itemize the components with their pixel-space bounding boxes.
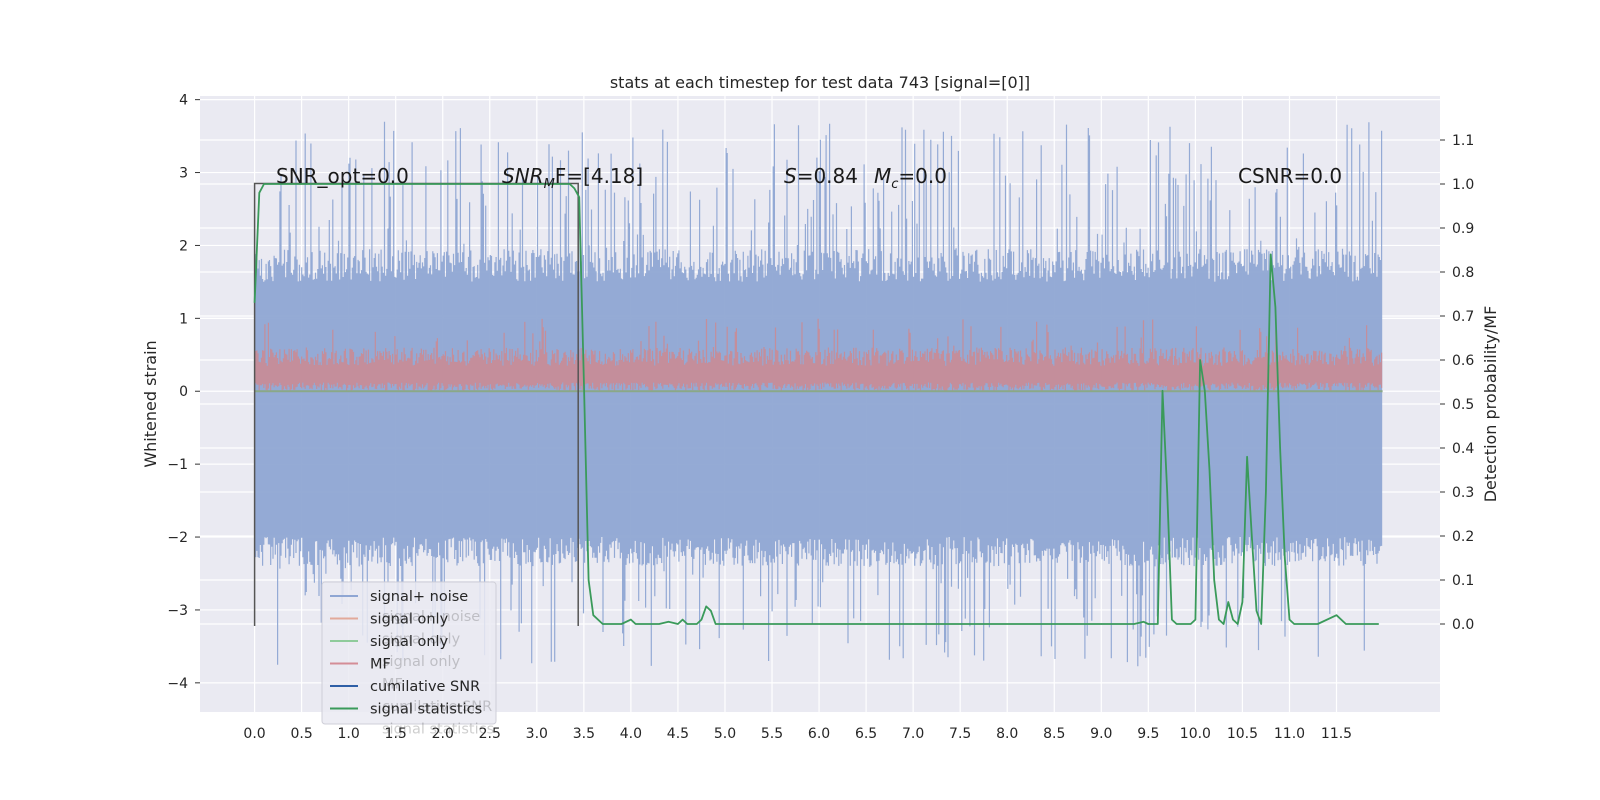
y-right-tick-label: 0.0 [1452, 617, 1474, 633]
x-tick-label: 1.5 [385, 726, 407, 742]
y-right-tick-label: 1.0 [1452, 177, 1474, 193]
series-layer [253, 121, 1383, 667]
legend-ghost-label: signal+ noise [382, 609, 480, 625]
chart-title: stats at each timestep for test data 743… [610, 73, 1030, 92]
x-tick-label: 0.0 [243, 726, 265, 742]
y-tick-label: 3 [179, 166, 188, 182]
x-tick-label: 4.0 [620, 726, 642, 742]
legend-ghost-label: signal only [382, 632, 461, 648]
y-tick-label: 4 [179, 93, 188, 109]
y-right-tick-label: 0.1 [1452, 573, 1474, 589]
annotation-snr-mf: SNRMF=[4.18] [502, 164, 643, 192]
x-tick-label: 7.0 [902, 726, 924, 742]
s-label: S [784, 164, 797, 188]
x-tick-label: 6.5 [855, 726, 877, 742]
x-tick-label: 1.0 [338, 726, 360, 742]
y-tick-label: −2 [167, 530, 188, 546]
y-tick-label: −3 [167, 603, 188, 619]
snr-mf-base: SNR [502, 164, 544, 188]
x-tick-label: 3.5 [573, 726, 595, 742]
y-right-tick-label: 0.2 [1452, 529, 1474, 545]
x-tick-label: 11.0 [1274, 726, 1305, 742]
x-tick-label: 3.0 [526, 726, 548, 742]
x-tick-label: 5.0 [714, 726, 736, 742]
mc-label: M [874, 164, 891, 188]
x-tick-label: 5.5 [761, 726, 783, 742]
legend-ghost-label: signal statistics [382, 722, 494, 738]
legend-label: signal only [370, 612, 449, 628]
y-axis-label-right: Detection probability/MF [1481, 306, 1500, 503]
x-tick-label: 7.5 [949, 726, 971, 742]
legend-label: MF [370, 657, 391, 673]
legend-ghost: signal+ noise signal only signal only MF cum… [382, 609, 494, 738]
y-axis-label: Whitened strain [141, 340, 160, 467]
y-tick-label: 0 [179, 384, 188, 400]
x-tick-label: 2.0 [432, 726, 454, 742]
x-tick-label: 10.5 [1227, 726, 1258, 742]
x-tick-label: 8.0 [996, 726, 1018, 742]
y-right-tick-label: 0.7 [1452, 309, 1474, 325]
tick-labels: 0.0 0.5 1.0 1.5 2.0 2.5 3.0 3.5 4.0 4.5 5.0 5.5 6.0 6… [167, 93, 1474, 742]
y-right-tick-label: 0.8 [1452, 265, 1474, 281]
y-tick-label: 1 [179, 311, 188, 327]
snr-mf-sub: M [544, 177, 555, 192]
y-right-tick-label: 0.4 [1452, 441, 1474, 457]
legend-label: signal+ noise [370, 589, 468, 605]
legend-ghost-label: cumilative SNR [382, 699, 492, 715]
legend-ghost-label: MF [382, 677, 403, 693]
legend-label: cumilative SNR [370, 679, 480, 695]
y-right-tick-label: 0.3 [1452, 485, 1474, 501]
legend-label: signal statistics [370, 702, 482, 718]
snr-mf-rest: F=[4.18] [555, 164, 643, 188]
s-value: =0.84 [797, 164, 858, 188]
y-tick-label: 2 [179, 238, 188, 254]
y-right-tick-label: 0.9 [1452, 221, 1474, 237]
y-right-tick-label: 0.5 [1452, 397, 1474, 413]
x-tick-label: 4.5 [667, 726, 689, 742]
legend-frame [321, 581, 497, 725]
x-tick-label: 2.5 [479, 726, 501, 742]
x-tick-label: 9.5 [1137, 726, 1159, 742]
x-tick-label: 9.0 [1090, 726, 1112, 742]
legend-label: signal only [370, 634, 449, 650]
annotation-csnr: CSNR=0.0 [1238, 164, 1342, 188]
y-right-tick-label: 1.1 [1452, 133, 1474, 149]
x-tick-label: 8.5 [1043, 726, 1065, 742]
legend-ghost-label: signal only [382, 654, 461, 670]
y-right-tick-label: 0.6 [1452, 353, 1474, 369]
series-signal-statistics [253, 183, 1379, 625]
mc-sub: c [891, 177, 898, 192]
y-tick-label: −4 [167, 676, 188, 692]
annotation-s-mc: S=0.84 Mc=0.0 [784, 164, 947, 192]
x-tick-label: 6.0 [808, 726, 830, 742]
mc-value: =0.0 [898, 164, 947, 188]
x-tick-label: 10.0 [1180, 726, 1211, 742]
y-tick-label: −1 [167, 457, 188, 473]
x-tick-label: 11.5 [1321, 726, 1352, 742]
annotation-snr-opt: SNR_opt=0.0 [276, 164, 409, 188]
x-tick-label: 0.5 [290, 726, 312, 742]
